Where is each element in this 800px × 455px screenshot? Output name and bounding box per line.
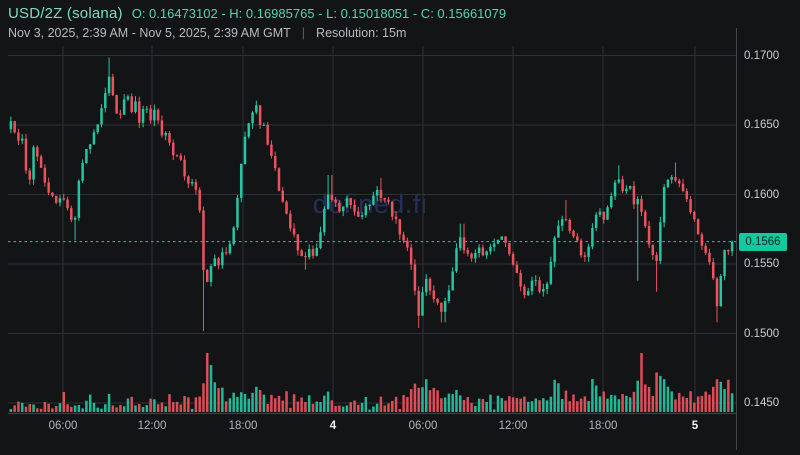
time-axis[interactable]: 06:00 12:00 18:00 4 06:00 12:00 18:00 5 <box>0 417 736 437</box>
header-line-1: USD/2Z (solana) O: 0.16473102 - H: 0.169… <box>8 5 506 22</box>
time-axis-label: 06:00 <box>48 420 78 432</box>
price-axis-label: 0.1550 <box>744 258 780 270</box>
time-axis-label: 4 <box>329 420 337 432</box>
last-price-badge: 0.1566 <box>739 233 787 251</box>
time-axis-label: 06:00 <box>408 420 438 432</box>
price-axis-label: 0.1650 <box>744 119 780 131</box>
price-axis-label: 0.1450 <box>744 397 780 409</box>
price-axis-label: 0.1600 <box>744 188 780 201</box>
chart-header: USD/2Z (solana) O: 0.16473102 - H: 0.169… <box>8 5 506 40</box>
date-range: Nov 3, 2025, 2:39 AM - Nov 5, 2025, 2:39… <box>8 26 291 40</box>
price-axis[interactable]: 0.1566 0.1700 0.1650 0.1600 0.1550 0.1500 0.1… <box>736 0 800 450</box>
price-axis-label: 0.1700 <box>744 49 780 62</box>
header-line-2: Nov 3, 2025, 2:39 AM - Nov 5, 2025, 2:39… <box>8 26 506 40</box>
time-axis-label: 12:00 <box>137 420 167 432</box>
resolution-label: Resolution: 15m <box>316 26 407 40</box>
time-axis-label: 18:00 <box>588 420 618 432</box>
time-axis-label: 18:00 <box>228 420 258 432</box>
header-separator: | <box>301 26 306 40</box>
ohlc-summary: O: 0.16473102 - H: 0.16985765 - L: 0.150… <box>131 6 507 21</box>
symbol-title: USD/2Z (solana) <box>8 5 123 22</box>
price-axis-label: 0.1500 <box>744 327 780 340</box>
time-axis-label: 5 <box>691 420 699 432</box>
time-axis-label: 12:00 <box>498 420 528 432</box>
